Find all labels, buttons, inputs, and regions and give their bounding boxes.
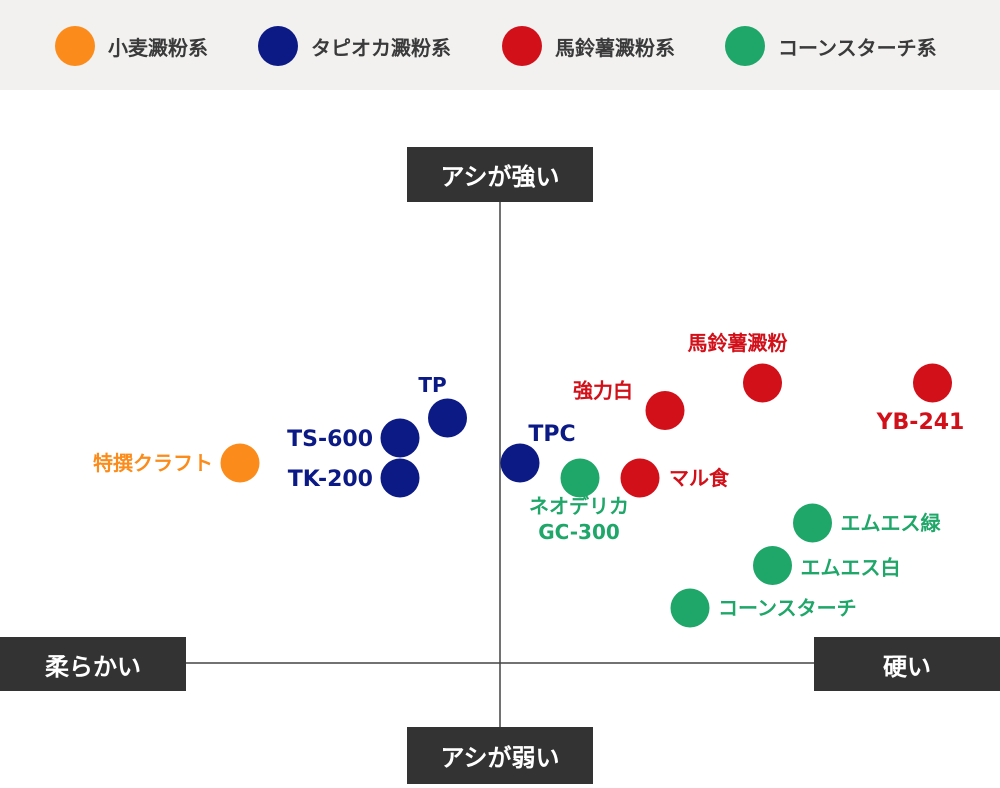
point-YB-241 [913, 363, 952, 403]
point-エムエス緑 [793, 503, 832, 543]
legend-item-potato: 馬鈴薯澱粉系 [502, 26, 675, 66]
axis-label-bottom: アシが弱い [407, 727, 593, 784]
legend-label-cornstarch: コーンスターチ系 [778, 35, 937, 60]
point-label-line: ネオデリカ [529, 494, 629, 518]
point-label-line: YB-241 [876, 410, 965, 435]
point-特撰クラフト [220, 443, 260, 483]
point-TK-200 [380, 458, 420, 498]
axis-label-right: 硬い [814, 637, 1000, 691]
point-label-line: 強力白 [573, 379, 633, 403]
point-ネオデリカ-GC-300 [560, 458, 600, 498]
point-TPC [500, 443, 540, 483]
point-強力白 [645, 391, 685, 430]
point-label-line: マル食 [669, 466, 730, 490]
legend-label-potato: 馬鈴薯澱粉系 [555, 35, 675, 60]
point-TS-600 [380, 418, 420, 458]
plot-area: 特撰クラフト TP TS-600 TK-200 TPC 馬鈴薯澱粉 YB-241 強力白マル食… [0, 90, 1000, 784]
point-label-TS-600: TS-600 [287, 427, 373, 452]
point-label-TPC: TPC [528, 422, 575, 447]
legend-item-cornstarch: コーンスターチ系 [725, 26, 937, 66]
point-label-line: GC-300 [538, 520, 620, 544]
point-label-TP: TP [418, 373, 446, 397]
legend-label-tapioca: タピオカ澱粉系 [311, 35, 451, 60]
legend-bar: 小麦澱粉系 タピオカ澱粉系 馬鈴薯澱粉系 コーンスターチ系 [0, 0, 1000, 90]
point-label-強力白: 強力白 [573, 379, 633, 403]
point-馬鈴薯澱粉 [743, 363, 782, 403]
point-label-line: 馬鈴薯澱粉 [688, 331, 788, 355]
point-label-コーンスターチ: コーンスターチ [718, 596, 857, 620]
axis-label-top: アシが強い [407, 147, 593, 202]
point-エムエス白 [753, 546, 792, 585]
point-label-エムエス白: エムエス白 [801, 556, 901, 580]
point-label-line: コーンスターチ [718, 596, 857, 620]
legend-item-wheat: 小麦澱粉系 [55, 26, 208, 66]
point-label-エムエス緑: エムエス緑 [841, 511, 942, 535]
point-コーンスターチ [670, 588, 710, 628]
point-label-YB-241: YB-241 [876, 410, 965, 435]
point-label-マル食: マル食 [669, 466, 730, 490]
point-label-line: 特撰クラフト [93, 451, 213, 475]
legend-item-tapioca: タピオカ澱粉系 [258, 26, 451, 66]
point-label-ネオデリカ-GC-300: ネオデリカ GC-300 [529, 494, 629, 544]
point-label-馬鈴薯澱粉: 馬鈴薯澱粉 [688, 331, 788, 355]
point-TP [428, 398, 467, 438]
legend-dot-wheat [55, 26, 95, 66]
axis-label-left: 柔らかい [0, 637, 186, 691]
legend-dot-tapioca [258, 26, 298, 66]
point-label-TK-200: TK-200 [288, 467, 373, 492]
point-label-line: TS-600 [287, 427, 373, 452]
point-label-特撰クラフト: 特撰クラフト [93, 451, 213, 475]
point-label-line: エムエス白 [801, 556, 901, 580]
point-label-line: エムエス緑 [841, 511, 942, 535]
legend-dot-potato [502, 26, 542, 66]
point-マル食 [620, 458, 660, 498]
point-label-line: TP [418, 373, 446, 397]
point-label-line: TK-200 [288, 467, 373, 492]
scatter-chart: 特撰クラフト TP TS-600 TK-200 TPC 馬鈴薯澱粉 YB-241 強力白マル食… [93, 198, 965, 784]
point-label-line: TPC [528, 422, 575, 447]
legend-label-wheat: 小麦澱粉系 [108, 35, 208, 60]
legend-dot-cornstarch [725, 26, 765, 66]
data-marks: 特撰クラフト TP TS-600 TK-200 TPC 馬鈴薯澱粉 YB-241 強力白マル食… [93, 331, 965, 628]
